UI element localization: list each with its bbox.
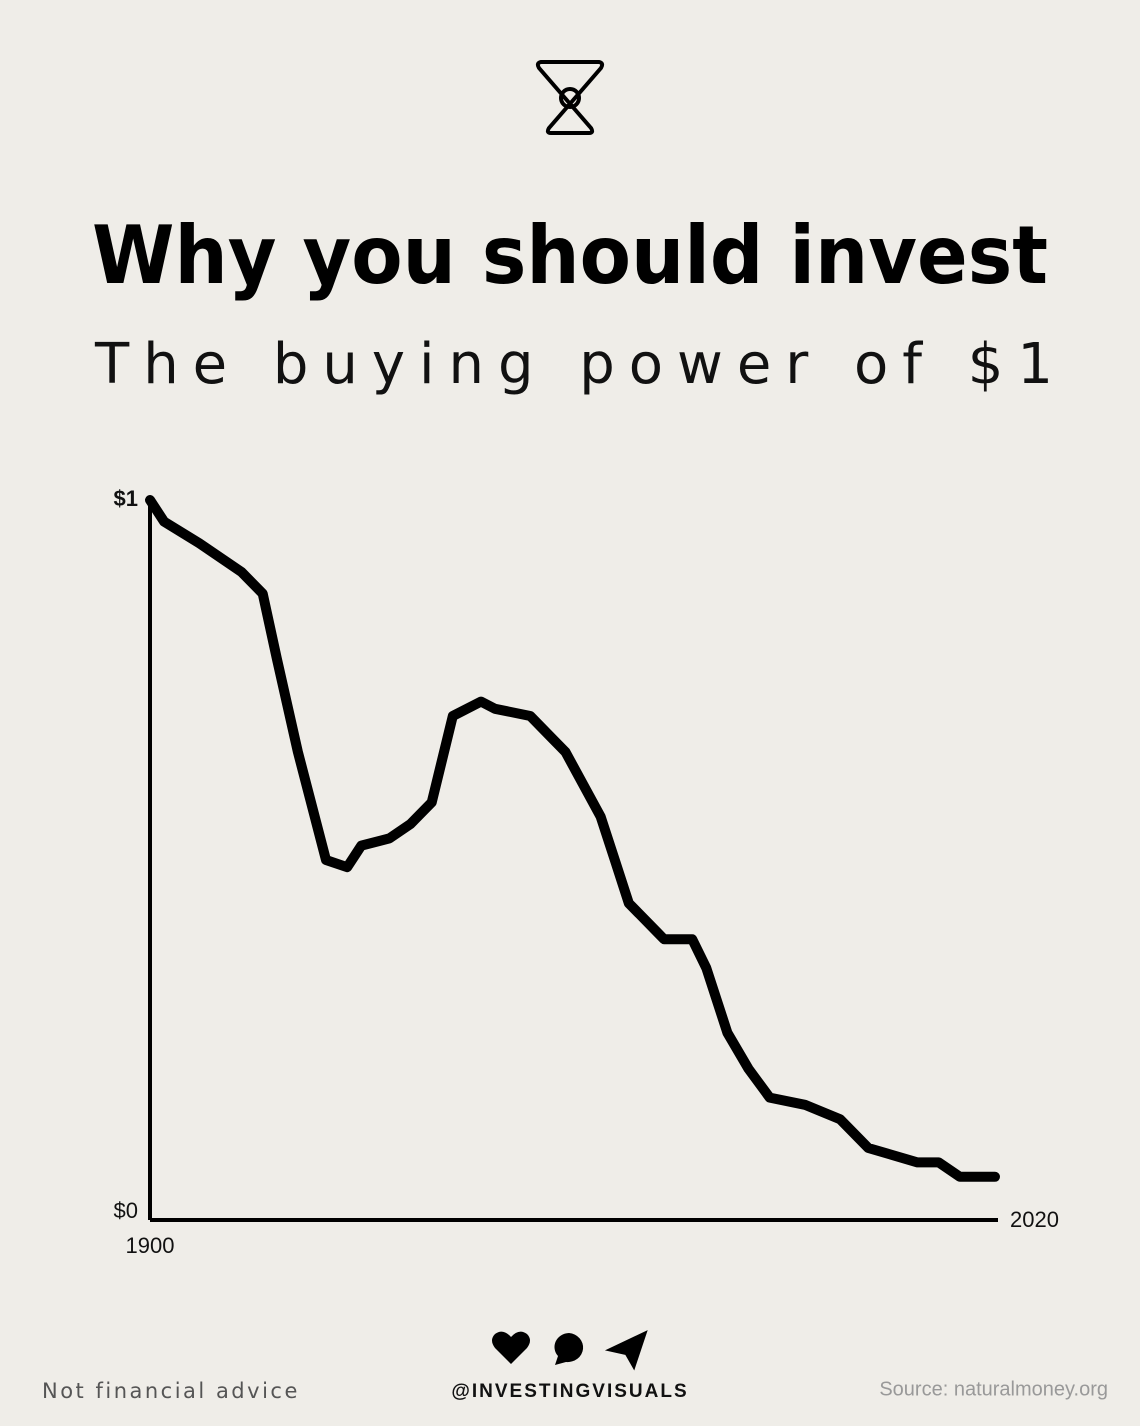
source: Source: naturalmoney.org bbox=[879, 1378, 1108, 1400]
plot-area: $0 $1 1900 2020 bbox=[114, 486, 1059, 1258]
title: Why you should invest bbox=[92, 209, 1048, 302]
y-tick-label: $1 bbox=[114, 486, 138, 511]
line bbox=[145, 495, 1000, 1182]
logo bbox=[535, 60, 605, 135]
x-tick-label: 2020 bbox=[1010, 1207, 1059, 1232]
disclaimer: Not financial advice bbox=[42, 1379, 300, 1403]
x-tick-label: 1900 bbox=[126, 1233, 175, 1258]
y-tick-label: $0 bbox=[114, 1198, 138, 1223]
handle: @INVESTINGVISUALS bbox=[451, 1381, 688, 1402]
social-icons bbox=[492, 1330, 648, 1371]
